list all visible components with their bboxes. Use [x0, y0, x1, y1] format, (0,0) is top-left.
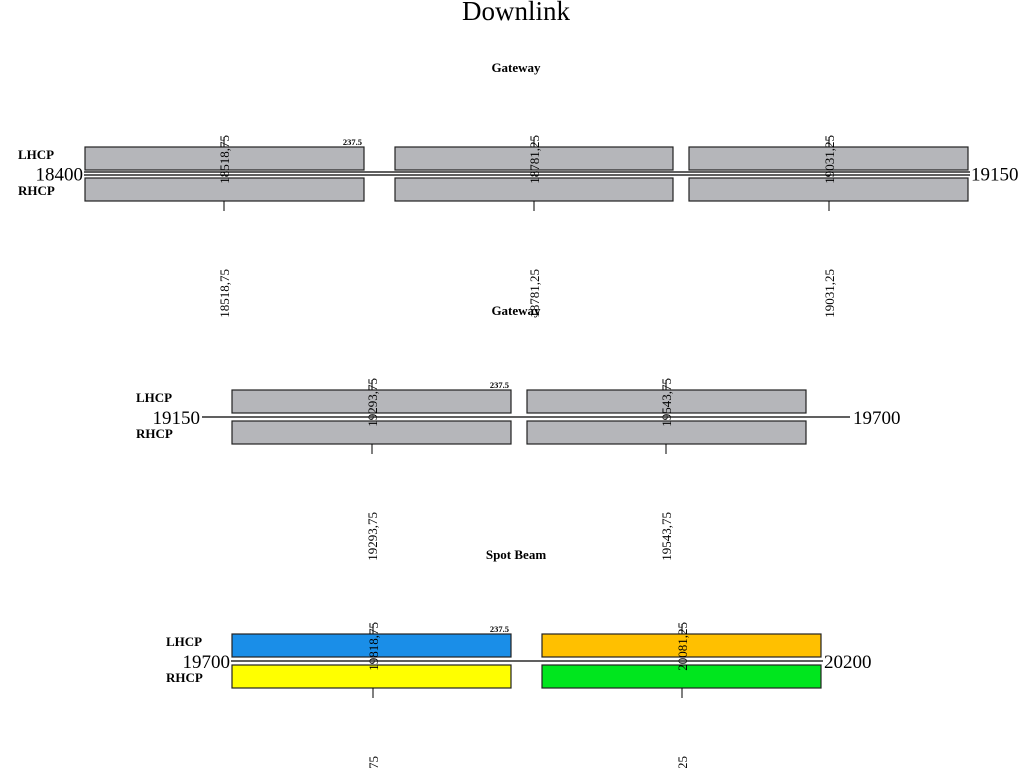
section-title: Gateway — [491, 303, 541, 318]
center-frequency-label-bottom: 18518,75 — [217, 269, 232, 318]
center-frequency-label-bottom: 19818,75 — [366, 756, 381, 768]
band-end-label: 20200 — [824, 652, 872, 673]
center-frequency-label-top: 19818,75 — [366, 622, 381, 671]
band-start-label: 18400 — [36, 165, 84, 186]
lhcp-label: LHCP — [136, 390, 172, 405]
band-end-label: 19700 — [853, 408, 901, 429]
bandwidth-label: 237.5 — [490, 624, 509, 634]
center-frequency-label-bottom: 19543,75 — [659, 512, 674, 561]
band-section-2: Gateway 19150 19700 LHCP RHCP 19293,75 19293,7… — [136, 303, 901, 561]
rhcp-label: RHCP — [18, 183, 55, 198]
center-frequency-label-top: 19543,75 — [659, 378, 674, 427]
center-frequency-label-bottom: 18781,25 — [527, 269, 542, 318]
center-frequency-label-top: 19031,25 — [822, 135, 837, 184]
diagram-title: Downlink — [462, 0, 570, 26]
center-frequency-label-top: 19293,75 — [365, 378, 380, 427]
band-start-label: 19150 — [153, 408, 201, 429]
band-section-3: Spot Beam 19700 20200 LHCP RHCP 19818,75 19818… — [166, 547, 872, 768]
center-frequency-label-top: 20081,25 — [675, 622, 690, 671]
bandwidth-label: 237.5 — [343, 137, 362, 147]
band-end-label: 19150 — [971, 165, 1019, 186]
rhcp-channel-bar — [231, 664, 512, 689]
lhcp-label: LHCP — [18, 147, 54, 162]
section-title: Gateway — [491, 60, 541, 75]
lhcp-channel-bar — [231, 633, 512, 658]
center-frequency-label-top: 18518,75 — [217, 135, 232, 184]
bandwidth-label: 237.5 — [490, 380, 509, 390]
section-title: Spot Beam — [486, 547, 546, 562]
band-start-label: 19700 — [183, 652, 231, 673]
rhcp-label: RHCP — [166, 670, 203, 685]
center-frequency-label-bottom: 20081,25 — [675, 756, 690, 768]
center-frequency-label-top: 18781,25 — [527, 135, 542, 184]
band-section-1: Gateway 18400 19150 LHCP RHCP 18518,75 18518,7… — [18, 60, 1019, 318]
lhcp-label: LHCP — [166, 634, 202, 649]
center-frequency-label-bottom: 19293,75 — [365, 512, 380, 561]
rhcp-label: RHCP — [136, 426, 173, 441]
center-frequency-label-bottom: 19031,25 — [822, 269, 837, 318]
